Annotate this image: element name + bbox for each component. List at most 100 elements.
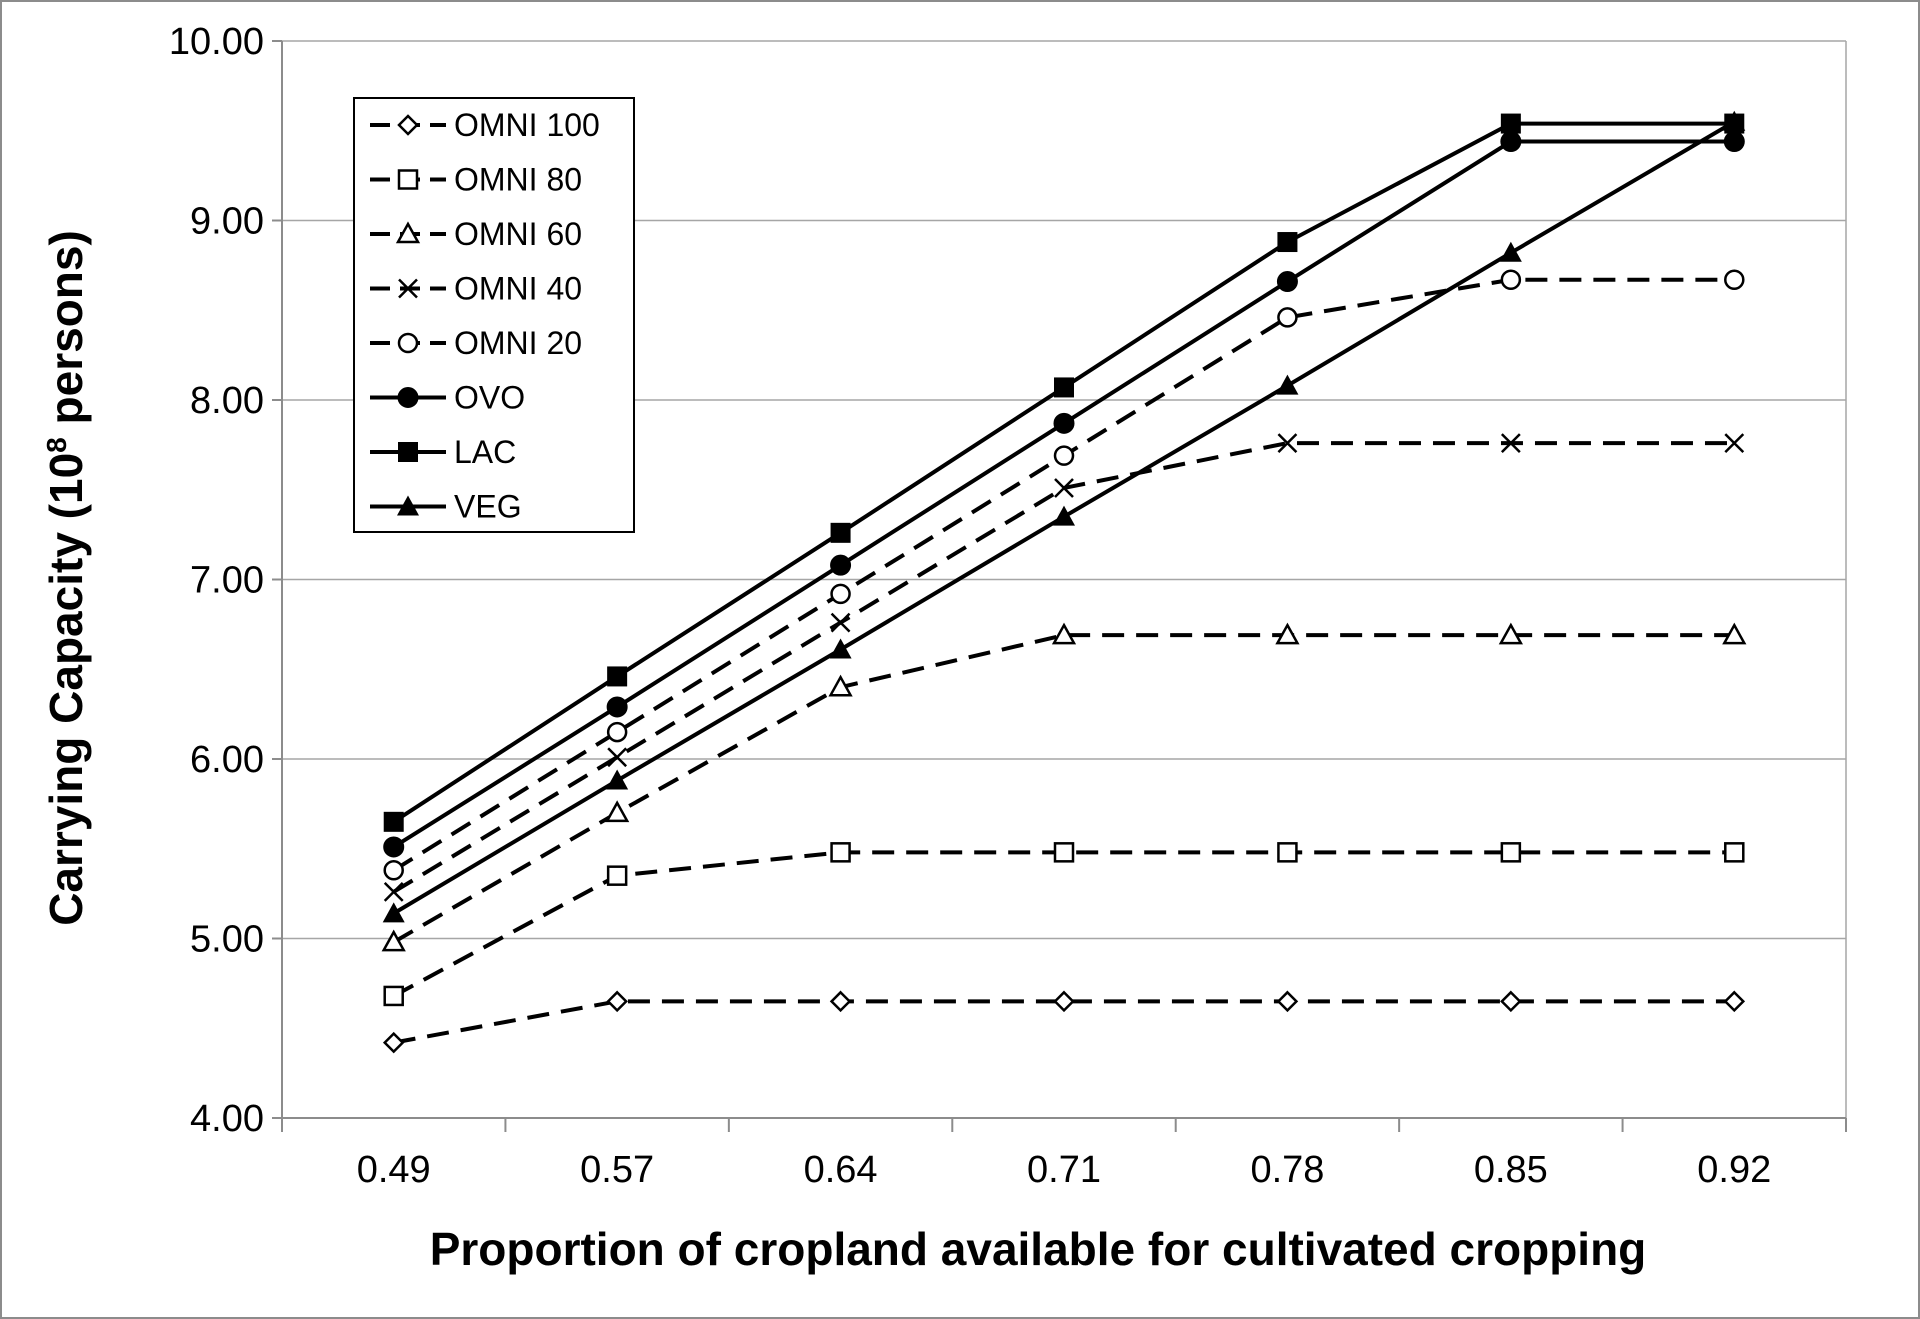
legend: OMNI 100 OMNI 80 OMNI 60 OMNI 40 OMNI 20 OVO L… bbox=[353, 97, 635, 533]
plot-series bbox=[381, 110, 1747, 1054]
y-axis-title-sup: 8 bbox=[41, 437, 72, 453]
legend-swatch-marker bbox=[397, 114, 419, 136]
data-point-omni-80 bbox=[830, 842, 851, 863]
data-point-omni-60 bbox=[1722, 622, 1747, 645]
x-tick-label: 0.71 bbox=[1027, 1149, 1101, 1191]
data-point-omni-40 bbox=[1500, 433, 1521, 453]
y-tick-label: 5.00 bbox=[190, 919, 264, 961]
data-point-omni-80 bbox=[606, 865, 628, 886]
data-point-veg bbox=[1499, 241, 1522, 262]
legend-entry-omni-80: OMNI 80 bbox=[370, 162, 582, 198]
legend-entry-omni-100: OMNI 100 bbox=[370, 107, 600, 143]
data-point-omni-20 bbox=[1053, 445, 1075, 466]
data-point-ovo bbox=[1500, 131, 1522, 153]
data-point-omni-100 bbox=[382, 1031, 405, 1054]
legend-label: LAC bbox=[454, 434, 516, 470]
legend-label: OMNI 20 bbox=[454, 325, 582, 361]
data-point-omni-60 bbox=[605, 800, 630, 823]
legend-entry-omni-60: OMNI 60 bbox=[370, 216, 582, 252]
data-point-omni-40 bbox=[1277, 433, 1298, 453]
legend-swatch-marker bbox=[395, 221, 421, 244]
series-omni-40 bbox=[383, 433, 1745, 902]
data-point-omni-60 bbox=[381, 929, 406, 952]
legend-swatch-marker bbox=[398, 278, 418, 299]
data-point-omni-80 bbox=[383, 985, 404, 1007]
data-point-omni-100 bbox=[1500, 990, 1522, 1013]
x-tick-label: 0.57 bbox=[580, 1149, 654, 1191]
x-tick-label: 0.92 bbox=[1697, 1149, 1771, 1191]
y-tick-label: 8.00 bbox=[190, 380, 264, 422]
data-point-omni-60 bbox=[1051, 622, 1077, 645]
y-tick-label: 10.00 bbox=[169, 21, 264, 63]
data-point-omni-80 bbox=[1500, 842, 1522, 863]
data-point-omni-60 bbox=[828, 674, 853, 697]
data-point-omni-100 bbox=[606, 990, 628, 1013]
y-tick-label: 6.00 bbox=[190, 739, 264, 781]
x-tick-label: 0.49 bbox=[357, 1149, 431, 1191]
series-omni-20 bbox=[383, 269, 1745, 881]
y-tick-label: 7.00 bbox=[190, 560, 264, 602]
data-point-veg bbox=[382, 902, 405, 923]
data-point-ovo bbox=[606, 696, 628, 718]
data-point-ovo bbox=[830, 554, 852, 576]
data-point-omni-20 bbox=[1277, 307, 1298, 328]
data-point-omni-80 bbox=[1277, 842, 1298, 863]
data-point-omni-20 bbox=[383, 860, 404, 881]
legend-label: OMNI 60 bbox=[454, 216, 582, 252]
x-axis-title: Proportion of cropland available for cul… bbox=[430, 1223, 1647, 1275]
series-veg bbox=[382, 110, 1746, 923]
legend-entry-omni-20: OMNI 20 bbox=[370, 325, 582, 361]
x-tick-label: 0.78 bbox=[1250, 1149, 1324, 1191]
data-point-omni-100 bbox=[1276, 990, 1299, 1013]
data-point-omni-100 bbox=[1053, 990, 1075, 1013]
data-point-veg bbox=[829, 638, 852, 659]
data-point-ovo bbox=[1053, 412, 1075, 434]
data-point-omni-80 bbox=[1724, 842, 1745, 863]
y-tick-label: 9.00 bbox=[190, 201, 264, 243]
data-point-omni-80 bbox=[1053, 842, 1075, 863]
y-axis-title: Carrying Capacity (108 persons) bbox=[40, 230, 92, 926]
data-point-omni-60 bbox=[1275, 622, 1300, 645]
data-point-omni-20 bbox=[606, 721, 628, 743]
series-omni-60 bbox=[381, 622, 1747, 952]
data-point-omni-40 bbox=[383, 881, 404, 902]
data-point-omni-20 bbox=[1724, 269, 1745, 290]
legend-label: OMNI 100 bbox=[454, 107, 600, 143]
series-omni-80 bbox=[383, 842, 1745, 1007]
legend-label: OVO bbox=[454, 380, 525, 416]
y-axis-title-suffix: persons) bbox=[40, 230, 92, 437]
y-tick-label: 4.00 bbox=[190, 1098, 264, 1140]
data-point-lac bbox=[830, 522, 851, 543]
data-point-ovo bbox=[383, 836, 405, 858]
x-tick-label: 0.64 bbox=[804, 1149, 878, 1191]
data-point-omni-20 bbox=[1500, 269, 1522, 290]
data-point-omni-20 bbox=[830, 583, 851, 605]
legend-entry-veg: VEG bbox=[370, 489, 522, 525]
data-point-veg bbox=[1053, 505, 1075, 526]
data-point-omni-60 bbox=[1498, 622, 1523, 645]
legend-swatch-marker bbox=[397, 495, 419, 516]
data-point-veg bbox=[1276, 374, 1299, 395]
data-point-lac bbox=[607, 666, 628, 687]
data-point-lac bbox=[1500, 113, 1521, 134]
series-ovo bbox=[383, 131, 1745, 858]
legend-label: VEG bbox=[454, 489, 522, 525]
legend-swatch-marker bbox=[398, 442, 418, 462]
legend-label: OMNI 80 bbox=[454, 162, 582, 198]
data-point-omni-100 bbox=[1723, 990, 1746, 1013]
data-point-veg bbox=[606, 769, 629, 790]
data-point-omni-40 bbox=[830, 612, 851, 633]
data-point-lac bbox=[383, 811, 404, 832]
axes: 4.00 5.00 6.00 7.00 8.00 9.00 10.00 0.49 0.57 0.6… bbox=[169, 21, 1847, 1191]
y-axis-title-main: Carrying Capacity (10 bbox=[40, 453, 92, 926]
data-point-ovo bbox=[1276, 271, 1298, 293]
data-point-ovo bbox=[1723, 131, 1745, 153]
data-point-veg bbox=[1723, 110, 1746, 131]
legend-swatch-marker bbox=[397, 332, 419, 354]
legend-swatch-marker bbox=[397, 387, 419, 408]
legend-entry-ovo: OVO bbox=[370, 380, 525, 416]
data-point-omni-40 bbox=[1724, 433, 1745, 453]
series-omni-100 bbox=[382, 990, 1746, 1054]
